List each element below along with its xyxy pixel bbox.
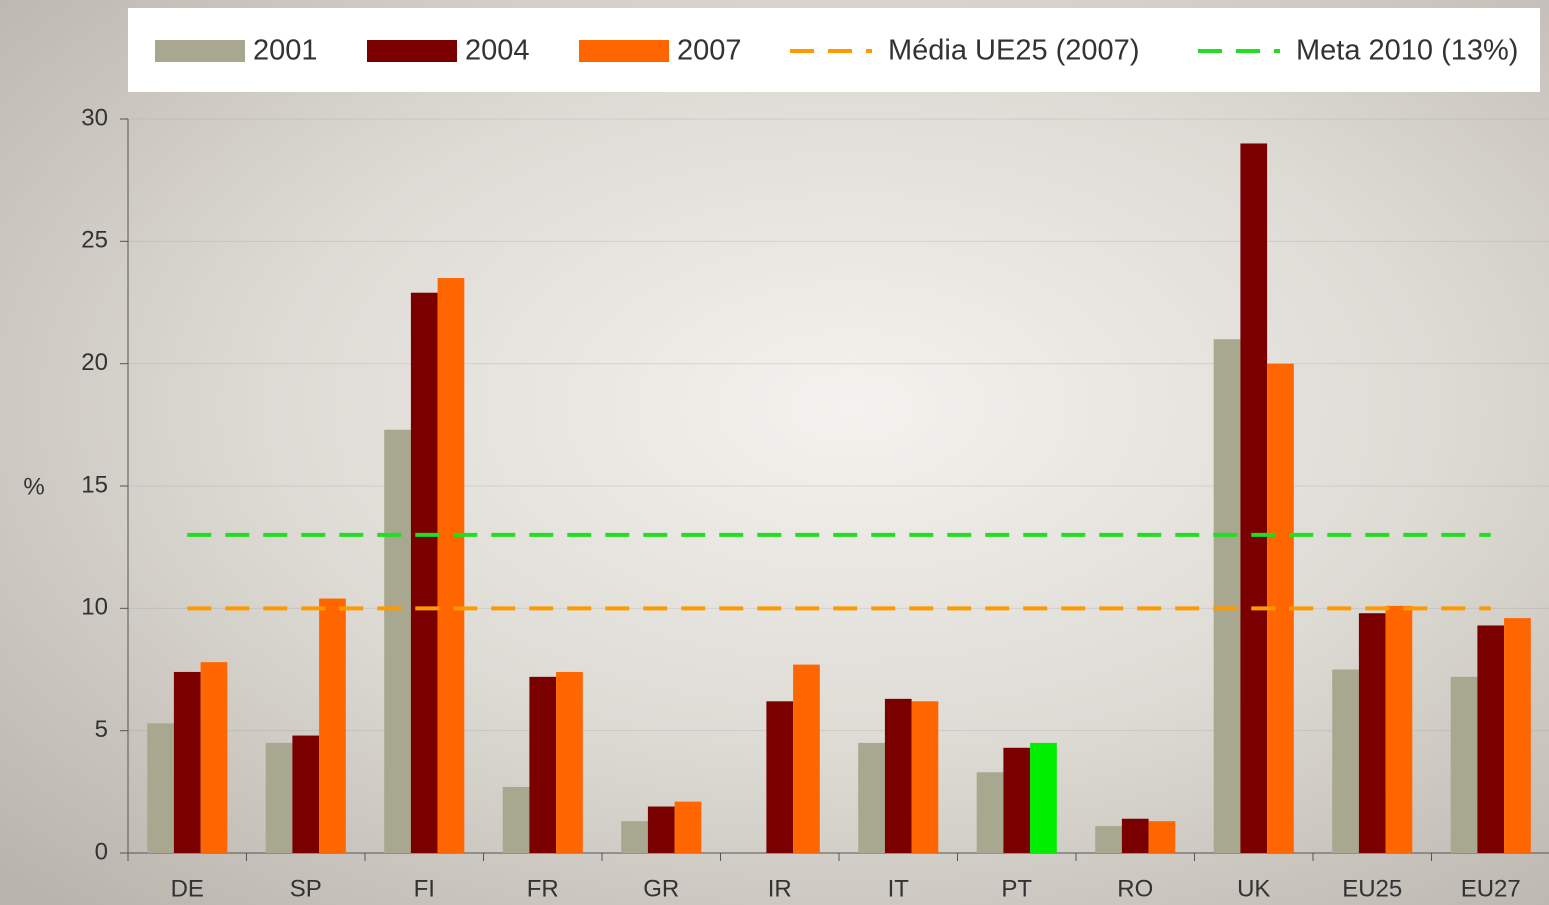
bar — [621, 821, 648, 853]
bar — [1332, 669, 1359, 853]
bar — [647, 806, 675, 853]
bar — [1240, 143, 1268, 853]
x-tick-label: EU25 — [1342, 875, 1402, 902]
bar — [1148, 821, 1176, 853]
bar — [1450, 676, 1478, 853]
x-tick-label: IT — [888, 875, 910, 902]
x-tick-label: RO — [1117, 875, 1153, 902]
legend-swatch — [367, 40, 457, 62]
bar — [911, 701, 939, 853]
y-tick-label: 5 — [95, 716, 108, 743]
bar — [674, 801, 702, 853]
bar — [437, 278, 465, 853]
bar — [1358, 613, 1386, 853]
y-tick-label: 15 — [81, 471, 108, 498]
bar — [1121, 818, 1149, 853]
bar — [173, 671, 201, 853]
x-tick-label: GR — [643, 875, 679, 902]
bar — [384, 429, 411, 853]
bar — [1385, 605, 1413, 853]
x-tick-label: DE — [171, 875, 204, 902]
x-tick-label: PT — [1001, 875, 1032, 902]
bar — [147, 723, 174, 853]
y-tick-label: 20 — [81, 349, 108, 376]
x-tick-label: SP — [290, 875, 322, 902]
bar — [976, 772, 1004, 853]
bar — [1095, 826, 1122, 853]
bar — [556, 671, 583, 853]
bar — [502, 786, 530, 853]
y-axis-label: % — [23, 473, 44, 500]
bar — [1213, 339, 1241, 853]
bar — [292, 735, 320, 853]
y-tick-label: 10 — [81, 594, 108, 621]
legend-label: 2001 — [253, 35, 318, 67]
bar — [1003, 747, 1031, 853]
bar — [200, 662, 228, 853]
bar — [1030, 742, 1057, 853]
bar — [858, 742, 885, 853]
y-tick-label: 25 — [81, 227, 108, 254]
bar — [319, 598, 346, 853]
y-tick-label: 30 — [81, 104, 108, 131]
bar — [793, 664, 820, 853]
legend-label: Média UE25 (2007) — [888, 35, 1139, 67]
bar — [410, 292, 438, 853]
y-tick-label: 0 — [95, 838, 108, 865]
bar — [529, 676, 557, 853]
bar — [1504, 618, 1531, 853]
x-tick-label: FR — [527, 875, 559, 902]
x-tick-label: UK — [1237, 875, 1270, 902]
bar — [1477, 625, 1505, 853]
legend-label: Meta 2010 (13%) — [1296, 35, 1518, 67]
legend-label: 2007 — [677, 35, 742, 67]
bar — [265, 742, 293, 853]
legend-swatch — [579, 40, 669, 62]
bar — [766, 701, 794, 853]
x-tick-label: IR — [768, 875, 792, 902]
legend-label: 2004 — [465, 35, 530, 67]
x-tick-label: FI — [414, 875, 435, 902]
x-tick-label: EU27 — [1461, 875, 1521, 902]
bar — [884, 698, 912, 853]
legend-swatch — [155, 40, 245, 62]
